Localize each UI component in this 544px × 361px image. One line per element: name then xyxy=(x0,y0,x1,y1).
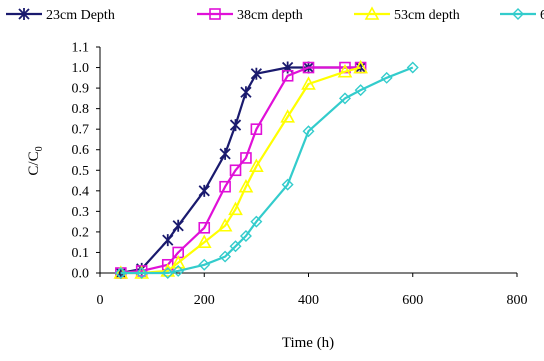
y-tick-label: 0.4 xyxy=(72,184,90,199)
legend-label: 68cm xyxy=(540,8,544,23)
y-tick-label: 0.7 xyxy=(72,123,90,138)
data-point xyxy=(380,71,393,84)
x-tick-label: 600 xyxy=(402,293,423,308)
data-point xyxy=(114,267,127,279)
data-point xyxy=(249,158,264,172)
data-point xyxy=(228,201,243,216)
legend: 23cm Depth 38cm depth 53cm depth 68cm xyxy=(6,6,544,23)
series-4 xyxy=(114,61,419,279)
legend-label: 38cm depth xyxy=(237,8,303,23)
data-point xyxy=(281,178,294,191)
data-point xyxy=(250,67,263,80)
data-point xyxy=(229,164,242,177)
y-tick-label: 0.9 xyxy=(72,82,90,97)
legend-label: 53cm depth xyxy=(394,8,460,23)
x-tick-label: 0 xyxy=(97,293,104,308)
data-point xyxy=(239,230,252,243)
legend-label: 23cm Depth xyxy=(46,8,115,23)
y-tick-label: 0.2 xyxy=(72,225,90,240)
data-point xyxy=(217,218,233,232)
x-tick-label: 800 xyxy=(507,293,528,308)
y-axis-label-main: C/C xyxy=(26,151,42,175)
plot-area xyxy=(113,59,419,279)
data-point xyxy=(240,152,252,164)
data-point xyxy=(161,267,174,279)
x-tick-label: 200 xyxy=(194,293,215,308)
legend-item: 23cm Depth xyxy=(6,8,115,23)
data-point xyxy=(240,86,252,99)
data-point xyxy=(135,267,148,279)
data-point xyxy=(198,184,210,197)
data-point xyxy=(162,234,174,247)
data-point xyxy=(281,69,294,82)
legend-marker xyxy=(209,8,221,20)
x-tick-label: 400 xyxy=(298,293,319,308)
data-point xyxy=(198,258,211,271)
axes: C/C0 Time (h) 0.00.10.20.30.40.50.60.70.… xyxy=(26,41,528,352)
data-point xyxy=(170,255,186,269)
y-tick-label: 0.8 xyxy=(72,102,90,117)
data-point xyxy=(353,59,368,74)
data-point xyxy=(338,92,351,105)
data-point xyxy=(196,234,212,248)
data-point xyxy=(302,61,315,74)
data-point xyxy=(250,123,263,135)
data-point xyxy=(219,180,231,193)
y-axis-label-subscript: 0 xyxy=(34,146,45,151)
legend-item: 53cm depth xyxy=(354,6,460,23)
data-point xyxy=(198,222,211,234)
data-point xyxy=(219,250,232,263)
y-tick-label: 1.0 xyxy=(72,61,90,76)
legend-marker xyxy=(18,8,30,20)
data-point xyxy=(229,240,242,253)
data-point xyxy=(172,264,185,277)
legend-item: 38cm depth xyxy=(197,8,303,23)
y-tick-label: 0.5 xyxy=(72,164,90,179)
data-point xyxy=(238,179,254,193)
data-point xyxy=(301,76,316,90)
y-tick-label: 0.6 xyxy=(72,143,90,158)
legend-marker xyxy=(512,8,524,20)
data-point xyxy=(354,84,367,97)
data-point xyxy=(219,147,231,160)
y-tick-label: 0.3 xyxy=(72,205,90,220)
data-point xyxy=(229,119,242,132)
data-point xyxy=(354,61,367,74)
y-tick-label: 1.1 xyxy=(72,41,90,56)
data-point xyxy=(172,219,184,232)
y-tick-label: 0.0 xyxy=(72,267,90,282)
data-point xyxy=(406,61,419,74)
y-axis-label: C/C0 xyxy=(26,146,45,175)
data-point xyxy=(337,63,353,78)
data-point xyxy=(280,109,295,123)
data-point xyxy=(250,215,263,228)
x-axis-label: Time (h) xyxy=(282,335,334,351)
y-tick-label: 0.1 xyxy=(72,246,90,261)
series-line xyxy=(120,66,361,275)
data-point xyxy=(302,125,315,138)
legend-marker xyxy=(364,6,380,20)
legend-item: 68cm xyxy=(500,8,544,23)
